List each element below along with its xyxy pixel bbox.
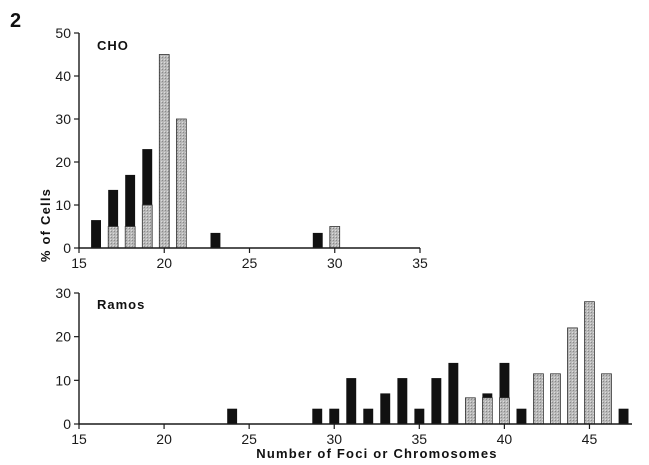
figure-number: 2 [10, 10, 21, 32]
ramos-bar-gray-43 [550, 373, 561, 425]
cho-panel: 0 10 20 30 40 50 15 20 25 30 35 CHO [55, 25, 428, 271]
ramos-x-tick-label-40: 40 [497, 431, 513, 447]
cho-bar-black-17 [108, 189, 119, 248]
ramos-bar-gray-39 [481, 397, 493, 425]
cho-bars [91, 54, 341, 249]
cho-x-tick-label-15: 15 [71, 255, 87, 271]
cho-x-tick-label-25: 25 [242, 255, 258, 271]
cho-panel-label: CHO [97, 38, 129, 53]
ramos-bar-gray-46 [601, 373, 612, 425]
cho-bar-black-29 [312, 232, 323, 248]
cho-bar-gray-20 [158, 54, 170, 249]
cho-bar-gray-30 [329, 226, 341, 249]
ramos-bar-black-41 [516, 408, 527, 424]
cho-y-tick-label-40: 40 [55, 68, 71, 84]
cho-y-tick-label-30: 30 [55, 111, 71, 127]
cho-x-tick-label-30: 30 [327, 255, 343, 271]
ramos-x-tick-label-30: 30 [326, 431, 342, 447]
ramos-y-tick-label-30: 30 [55, 285, 71, 301]
ramos-x-tick-label-15: 15 [71, 431, 87, 447]
ramos-x-tick-label-25: 25 [241, 431, 257, 447]
ramos-bar-black-37 [448, 362, 459, 424]
cho-bar-black-18 [125, 174, 136, 248]
cho-x-tick-label-20: 20 [156, 255, 172, 271]
ramos-bar-black-33 [380, 393, 391, 424]
cho-axes: 0 10 20 30 40 50 15 20 25 30 35 [55, 25, 428, 271]
cho-y-tick-label-50: 50 [55, 25, 71, 41]
ramos-x-tick-label-20: 20 [156, 431, 172, 447]
cho-bar-black-19 [142, 149, 153, 248]
ramos-bar-black-24 [227, 408, 238, 424]
ramos-x-tick-label-35: 35 [412, 431, 428, 447]
cho-bar-black-16 [91, 220, 101, 248]
cho-y-tick-label-10: 10 [55, 197, 71, 213]
ramos-panel: 0 10 20 30 15 20 25 30 35 40 45 Ramos [55, 285, 632, 447]
cho-bar-black-23 [210, 232, 221, 248]
ramos-y-tick-label-10: 10 [55, 372, 71, 388]
cho-y-tick-label-20: 20 [55, 154, 71, 170]
ramos-y-tick-label-20: 20 [55, 329, 71, 345]
ramos-bar-black-30 [329, 408, 340, 424]
ramos-bar-gray-38 [464, 397, 476, 425]
ramos-bar-gray-42 [533, 373, 544, 425]
ramos-bar-black-34 [397, 378, 408, 424]
ramos-bar-black-32 [363, 408, 374, 424]
cho-bar-gray-18 [124, 226, 136, 249]
ramos-bar-gray-44 [567, 327, 578, 425]
ramos-bar-gray-40 [499, 397, 510, 425]
ramos-bars [227, 301, 629, 425]
ramos-bar-black-29 [312, 408, 323, 424]
ramos-bar-black-40 [499, 362, 510, 424]
ramos-x-tick-label-45: 45 [582, 431, 598, 447]
ramos-bar-black-47 [618, 408, 629, 424]
cho-x-tick-label-35: 35 [412, 255, 428, 271]
ramos-bar-black-31 [346, 378, 357, 424]
ramos-y-tick-label-0: 0 [63, 416, 71, 432]
cho-bar-gray-19 [141, 204, 153, 249]
ramos-bar-gray-45 [584, 301, 595, 425]
cho-bar-gray-21 [175, 118, 187, 249]
y-axis-title: % of Cells [38, 188, 53, 262]
ramos-bar-black-35 [414, 408, 425, 424]
ramos-panel-label: Ramos [97, 297, 145, 312]
ramos-axes: 0 10 20 30 15 20 25 30 35 40 45 [55, 285, 632, 447]
cho-bar-gray-17 [107, 226, 119, 249]
cho-y-tick-label-0: 0 [63, 240, 71, 256]
ramos-bar-black-36 [431, 378, 442, 424]
x-axis-title: Number of Foci or Chromosomes [256, 446, 497, 461]
